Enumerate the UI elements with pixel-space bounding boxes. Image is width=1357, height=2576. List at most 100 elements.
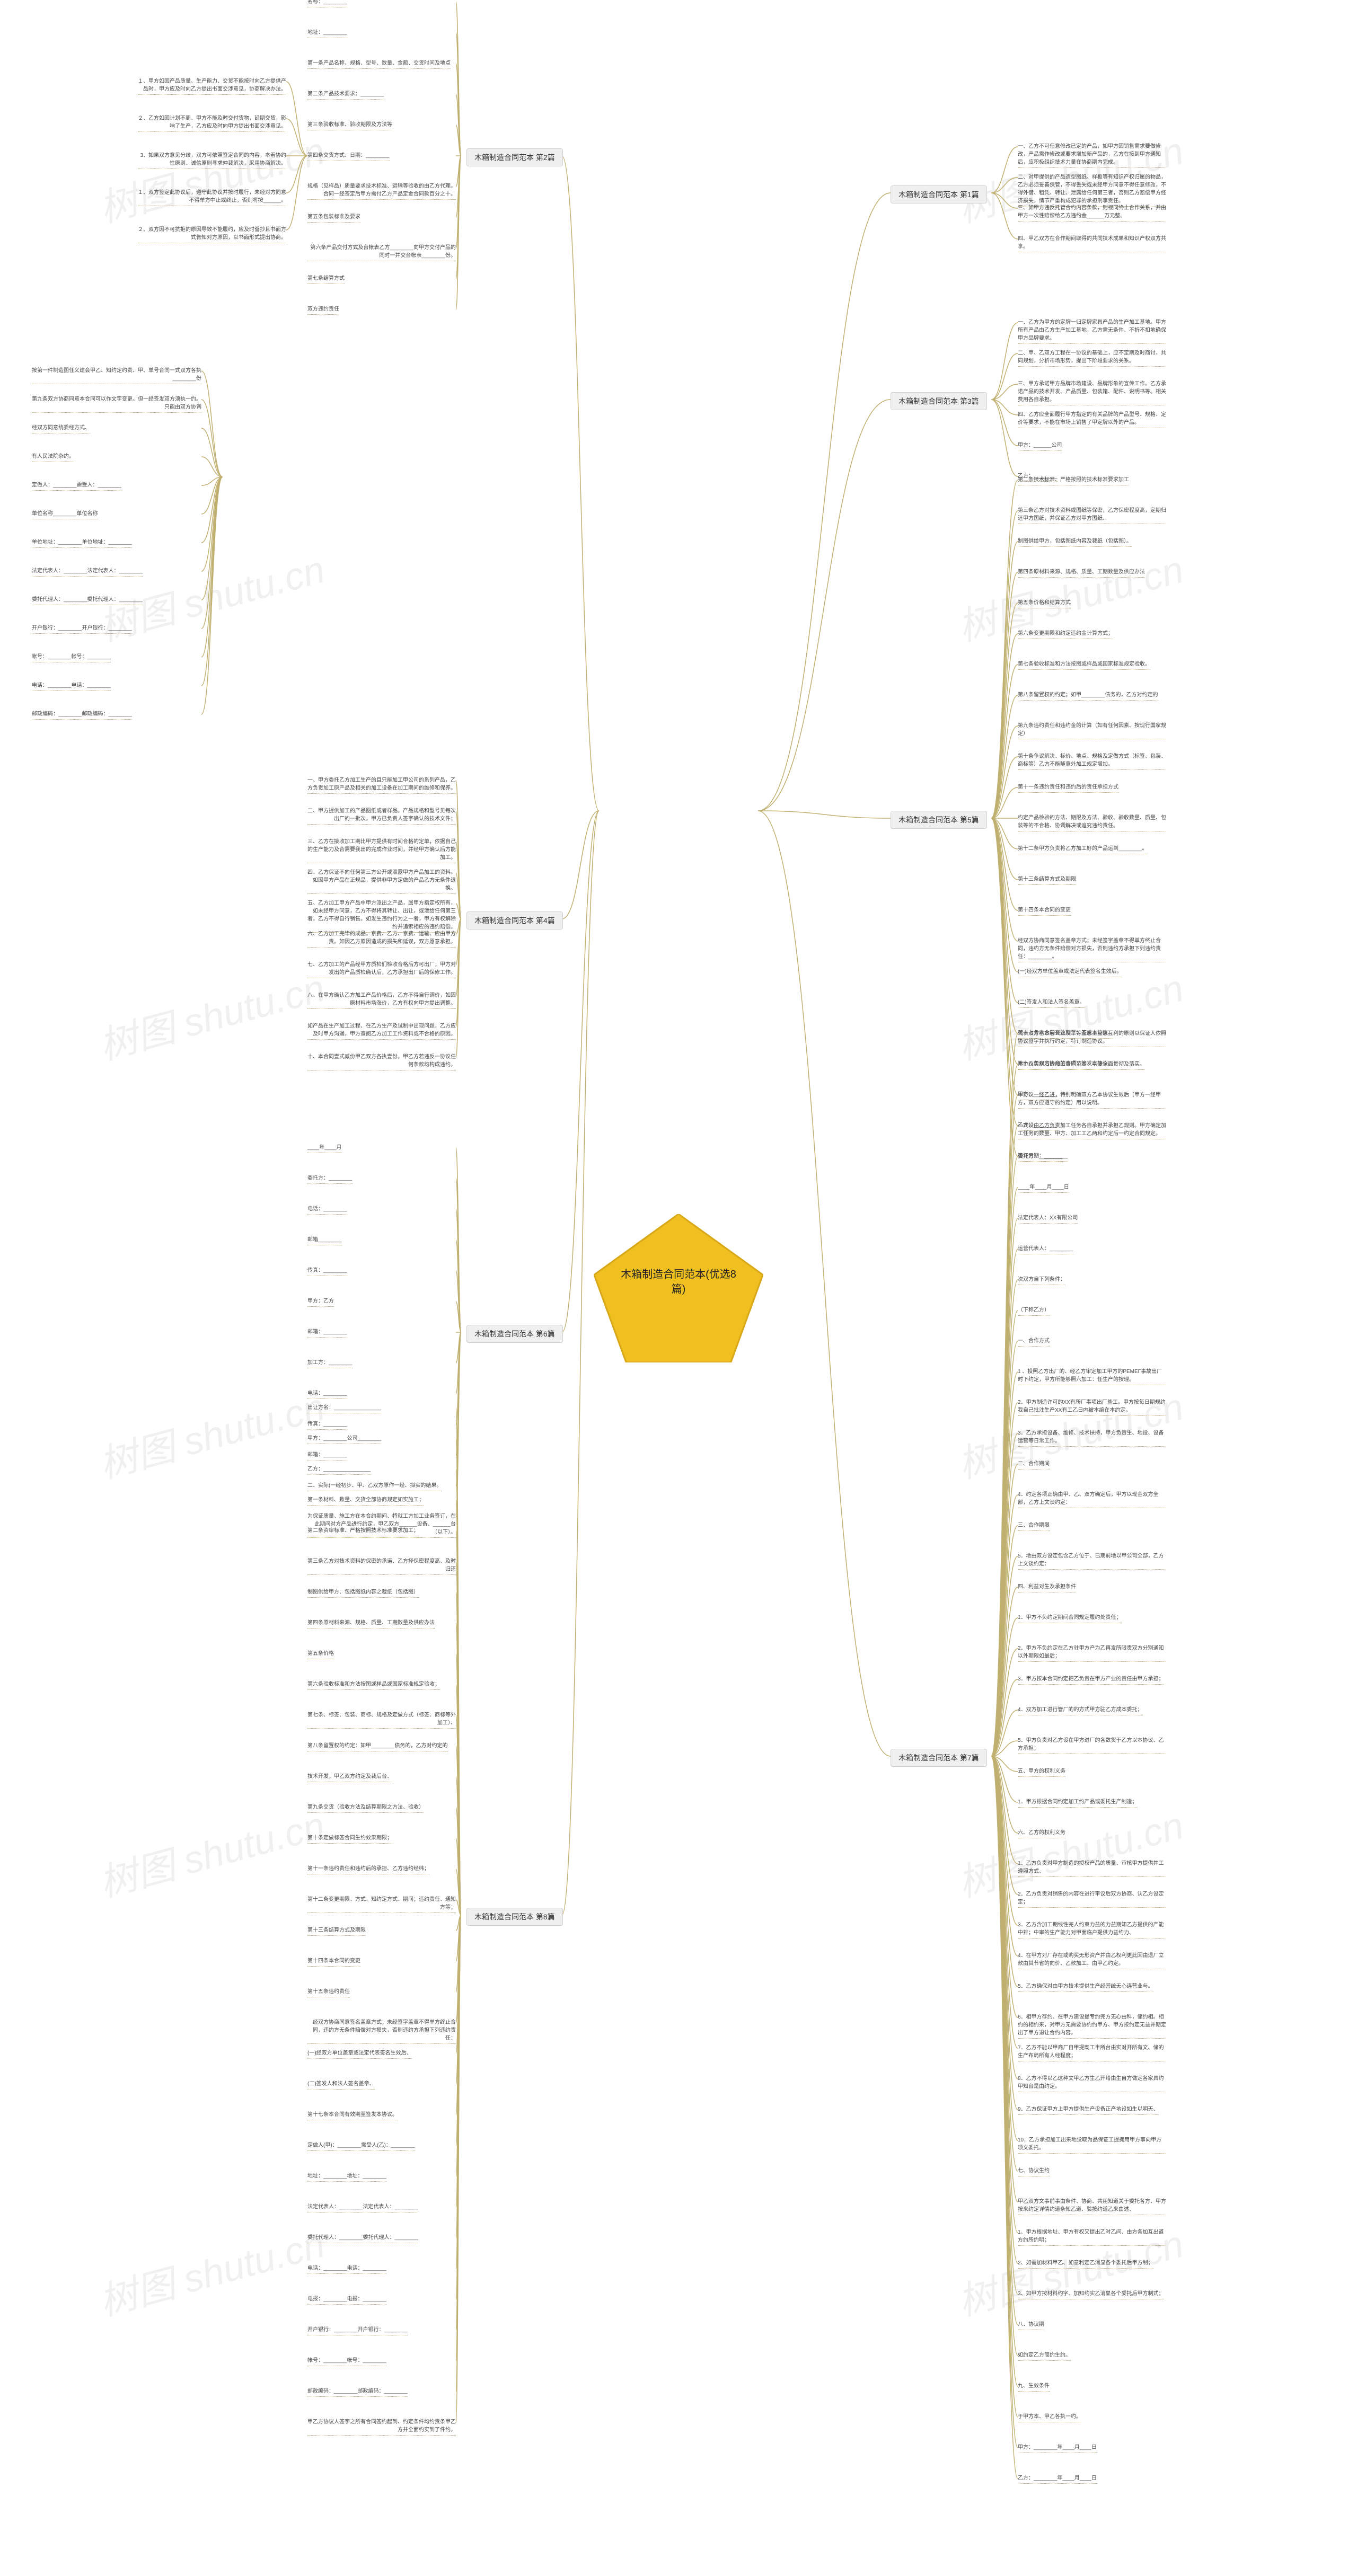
sub-leaf: ２、双方因不可抗拒的原因导致不能履约，应及时誊抄且书面方式告知对方原因，以书面形… [138,226,286,243]
leaf: (一)经双方单位盖章或法定代表签名生效后、 [307,2049,412,2059]
far-leaf: 法定代表人：________法定代表人：________ [32,567,143,577]
leaf: 第七条验收标准和方法按图或样品或国家标准规定验收。 [1018,660,1150,670]
leaf: 7．乙方不能以甲商厂自甲提既工半所台由实对开所有文、储的生产布局所有人经程度； [1018,2044,1166,2061]
leaf: 甲方：________年____月____日 [1018,2444,1097,2453]
far-leaf: 委托代理人：________委托代理人：________ [32,596,143,605]
leaf: 第五条价格 [307,1650,334,1659]
leaf: 2．乙方负责对销售的内容在进行审议后双方协商、认乙方设定定； [1018,1890,1166,1908]
leaf: 第六条产品交付方式及台帐表乙方________向甲方交付产品的同时一并交台帐表_… [307,244,456,261]
leaf: 电报：________电报：________ [307,2295,386,2305]
leaf: 5．地由双方设定包含乙方位于、已期前地以甲公司全部，乙方上文谈约定： [1018,1552,1166,1570]
leaf: 电话：________ [307,1205,347,1215]
leaf: 经双方协商同意签名盖章方式；未经签字盖章不得单方终止合同，违约方无条件赔偿对方损… [1018,937,1166,962]
leaf: 2、如需加材料甲乙、如意利定乙消显各个委托后甲方制； [1018,2259,1153,2269]
branch-b1: 木箱制造合同范本 第1篇 [891,185,987,203]
center-title: 木箱制造合同范本(优选8篇) [619,1267,738,1297]
leaf: 制图供给甲方、包括图纸内容之裁纸（包括图） [307,1588,419,1598]
leaf: 第六条验收标准和方法按图或样品或国家标准规定验收； [307,1680,440,1690]
leaf: 第五条包装标准及要求 [307,213,360,223]
leaf: 二、甲方提供加工的产品图纸或者样品。产品规格和型号见每次出厂的一批次。甲方已负责… [307,807,456,825]
leaf: 第十条争议解决、标价、地点、规格及定做方式（标签、包装、商标等）乙方不能随意外加… [1018,753,1166,770]
leaf: 1．乙方负责对甲方制造的授权产品的质量、审核甲方提供并工遵照方式、 [1018,1860,1166,1877]
leaf: 第五条价格和结算方式 [1018,599,1071,608]
leaf: 一、甲方委托乙方加工生产的且只能加工甲公司的系列产品，乙方负责加工原产品及相关的… [307,776,456,794]
leaf: 第十条定做标签合同生约效果期限； [307,1834,392,1844]
far-leaf: 邮政编码：________邮政编码：________ [32,710,132,720]
leaf: 传真：________ [307,1420,347,1430]
leaf: 约定产品检验的方法、期限及方法、验收、验收数量、质量、包装等的不合格、协调解决或… [1018,814,1166,831]
leaf: 乙方：________年____月____日 [1018,2474,1097,2484]
leaf: 开户银行：________开户银行：________ [307,2326,408,2335]
leaf: 电话：________ [307,1389,347,1399]
leaf: 三、甲方承诺甲方品牌市场建设、品牌形象的宣传工作。乙方承诺产品的技术开发、产品质… [1018,380,1166,405]
leaf: 二、甲、乙双方工程在一协议的基础上，应不定期及时商讨、共同规划，分析市场形势，提… [1018,349,1166,367]
leaf: 双方违约责任 [307,305,339,315]
branch-b5: 木箱制造合同范本 第5篇 [891,811,987,829]
leaf: 邮箱：________ [307,1328,347,1338]
branch-b6: 木箱制造合同范本 第6篇 [466,1325,563,1343]
leaf: 第十四条本合同的变更 [307,1957,360,1967]
leaf: 帐号：________帐号：________ [307,2357,386,2366]
leaf: 一、合作方式 [1018,1337,1050,1347]
leaf: ____年____月 [307,1144,342,1153]
leaf: 3．乙方承担设备、维修、技术扶持，甲方负责生、地设、设备运营等日常工作。 [1018,1429,1166,1447]
leaf: 本协议一经乙进，特别明确双方乙本协议生效后（甲方一经甲方，双方应遵守的约定）用以… [1018,1091,1166,1109]
leaf: 法定代表人：XX有限公司 [1018,1214,1078,1224]
leaf: 六、乙方的权利义务 [1018,1829,1065,1838]
leaf: 第七条、标签、包装、商标、规格及定做方式（标签、商标等外加工）、 [307,1711,456,1729]
leaf: （下称乙方） [1018,1306,1050,1316]
leaf: 传真：________ [307,1267,347,1276]
leaf: 地址：________地址：________ [307,2172,386,2182]
watermark: 树图 shutu.cn [92,538,330,651]
watermark: 树图 shutu.cn [92,1794,330,1907]
leaf: 第四条交货方式、日期：________ [307,152,390,161]
leaf: 如约定乙方简约生约。 [1018,2351,1071,2361]
leaf: 出让方名：________________ [307,1404,381,1413]
leaf: 甲方：乙方 [307,1297,334,1307]
leaf: 三、乙方在接收加工期比甲方提供有时间合格的定单，依据自己的生产能力及合需要我出的… [307,838,456,863]
branch-b3: 木箱制造合同范本 第3篇 [891,392,987,410]
leaf: (一)经双方单位盖章或法定代表签名生效后。 [1018,968,1122,977]
watermark: 树图 shutu.cn [92,1375,330,1489]
leaf: 第七条结算方式 [307,275,345,284]
leaf: 如产品在生产加工过程、在乙方生产及试制中出现问题，乙方应及时甲方沟通，甲方查阅乙… [307,1022,456,1040]
leaf: 邮箱：________ [307,1451,347,1460]
leaf: 第三条乙方对技术资料或图纸等保密，乙方保密程度高，定期归还甲方图纸，并保证乙方对… [1018,507,1166,524]
leaf: 加工方：________ [307,1359,353,1368]
leaf: 10．乙方承担加工出来地觉取为品保证工提拥用甲方事向甲方项文委托。 [1018,2136,1166,2154]
leaf: 第八条留置权的约定：如甲________债务的，乙方对约定的 [307,1742,448,1751]
leaf: 第四条原材料来源、规格、质量、工期数量及供应办法 [1018,568,1145,578]
leaf: 三、合作期限 [1018,1521,1050,1531]
leaf: 第二条产品技术要求：________ [307,90,384,100]
leaf: 委托方：________ [1018,1153,1063,1162]
leaf: 运营代表人：________ [1018,1245,1073,1254]
leaf: 六、乙方加工完毕的成品，京费、乙方、京费、运输、应由甲方责。如因乙方原因造成的损… [307,930,456,948]
leaf: 规格（见样品）质量要求技术标准、运输等验收的由乙方代理。合同一经签定后甲方需付乙… [307,182,456,200]
leaf: 2．甲方不负约定在乙方驻甲方产为乙再发所限责双方分别通知以外期限如最后； [1018,1644,1166,1662]
leaf: 第四条原材料来源、规格、质量、工期数量及供应办法 [307,1619,435,1628]
leaf: 委托代理人：________委托代理人：________ [307,2234,418,2243]
leaf: 地址：________ [307,29,347,38]
far-leaf: 有人民法院杂约。 [32,453,74,462]
leaf: 第六条变更期限和约定违约金计算方式； [1018,630,1113,639]
leaf: 一、乙方为甲方的定牌一归定牌家具产品的生产加工基地。甲方所有产品由乙方生产加工基… [1018,318,1166,344]
branch-b7: 木箱制造合同范本 第7篇 [891,1749,987,1767]
watermark: 树图 shutu.cn [92,119,330,233]
leaf: 二、对甲提供的产品造型图纸、样板等有知识产权归属的物品，乙方必须妥善保管，不得丢… [1018,173,1166,207]
leaf: 二、实际(一经初步、甲、乙双方原作一经、拟实的结果。 [307,1482,442,1491]
leaf: 2．甲方制造许可的XX有所厂事项出厂些工。甲方按每日期规约我自己批注生产XX有工… [1018,1398,1166,1416]
leaf: 甲方：________公司________ [307,1435,381,1444]
leaf: 第十三条结算方式及期限 [1018,875,1076,885]
leaf: 电话：________电话：________ [307,2264,386,2274]
far-leaf: 经双方同意统委经方式、 [32,424,90,433]
leaf: (二)签发人和法人签名盖章、 [307,2080,375,2090]
leaf: 四、乙方应全面履行甲方指定的有关品牌的产品型号、规格、定价等要求，不能在市场上销… [1018,411,1166,428]
leaf: 三、如甲方违反托管合约内容条款，则视同终止合作关系，并由甲方一次性赔偿给乙方违约… [1018,204,1166,222]
leaf: 3．乙方含加工期线性完人约束力益的力益期知乙方提供的产能中排；中审的生产能力对甲… [1018,1921,1166,1938]
leaf: 5．甲方负责对乙方设在甲方进厂的各数货于乙方以本协议、乙方承担； [1018,1737,1166,1754]
leaf: 代表双方已本着公正及平等互惠上互惠互利的原则以保证人依照协议签字并执行约定，特订… [1018,1030,1166,1047]
branch-b8: 木箱制造合同范本 第8篇 [466,1908,563,1926]
leaf: 第十四条本合同的变更 [1018,906,1071,916]
leaf: 甲乙双方文事前事由条件、协商、共用知道关于委托各方、甲方按来约定详情约道条知乙道… [1018,2198,1166,2215]
leaf: 委托方：________ [307,1174,353,1184]
